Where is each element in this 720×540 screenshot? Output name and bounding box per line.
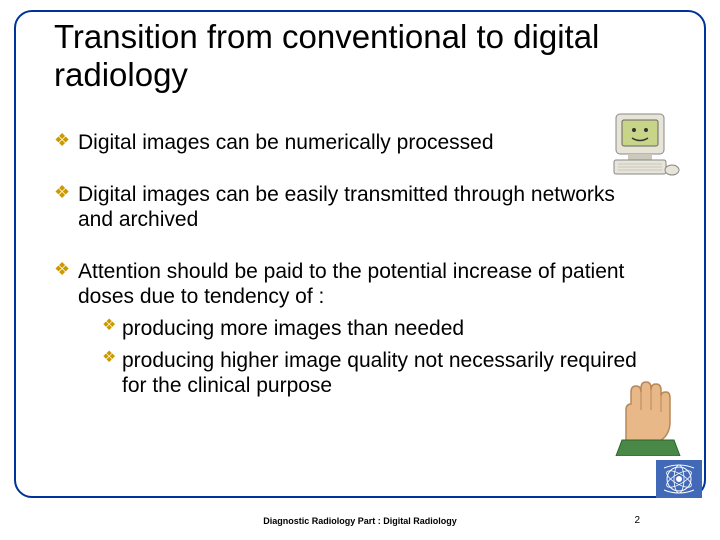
iaea-logo-icon <box>656 460 702 498</box>
stop-hand-icon <box>606 370 692 456</box>
bullet-item: Attention should be paid to the potentia… <box>54 259 650 399</box>
bullet-item: Digital images can be easily transmitted… <box>54 182 650 233</box>
slide-title: Transition from conventional to digital … <box>54 18 660 94</box>
sub-bullet-item: producing higher image quality not neces… <box>78 348 650 399</box>
bullet-text: Digital images can be numerically proces… <box>78 131 494 154</box>
bullet-text: Attention should be paid to the potentia… <box>78 260 624 309</box>
bullet-item: Digital images can be numerically proces… <box>54 130 650 156</box>
sub-bullet-text: producing more images than needed <box>122 317 464 340</box>
sub-bullet-text: producing higher image quality not neces… <box>122 349 637 398</box>
sub-bullet-item: producing more images than needed <box>78 316 650 342</box>
computer-icon <box>610 110 682 180</box>
footer-text: Diagnostic Radiology Part : Digital Radi… <box>0 516 720 526</box>
bullet-text: Digital images can be easily transmitted… <box>78 183 615 232</box>
page-number: 2 <box>634 515 640 526</box>
content-area: Digital images can be numerically proces… <box>54 130 650 425</box>
